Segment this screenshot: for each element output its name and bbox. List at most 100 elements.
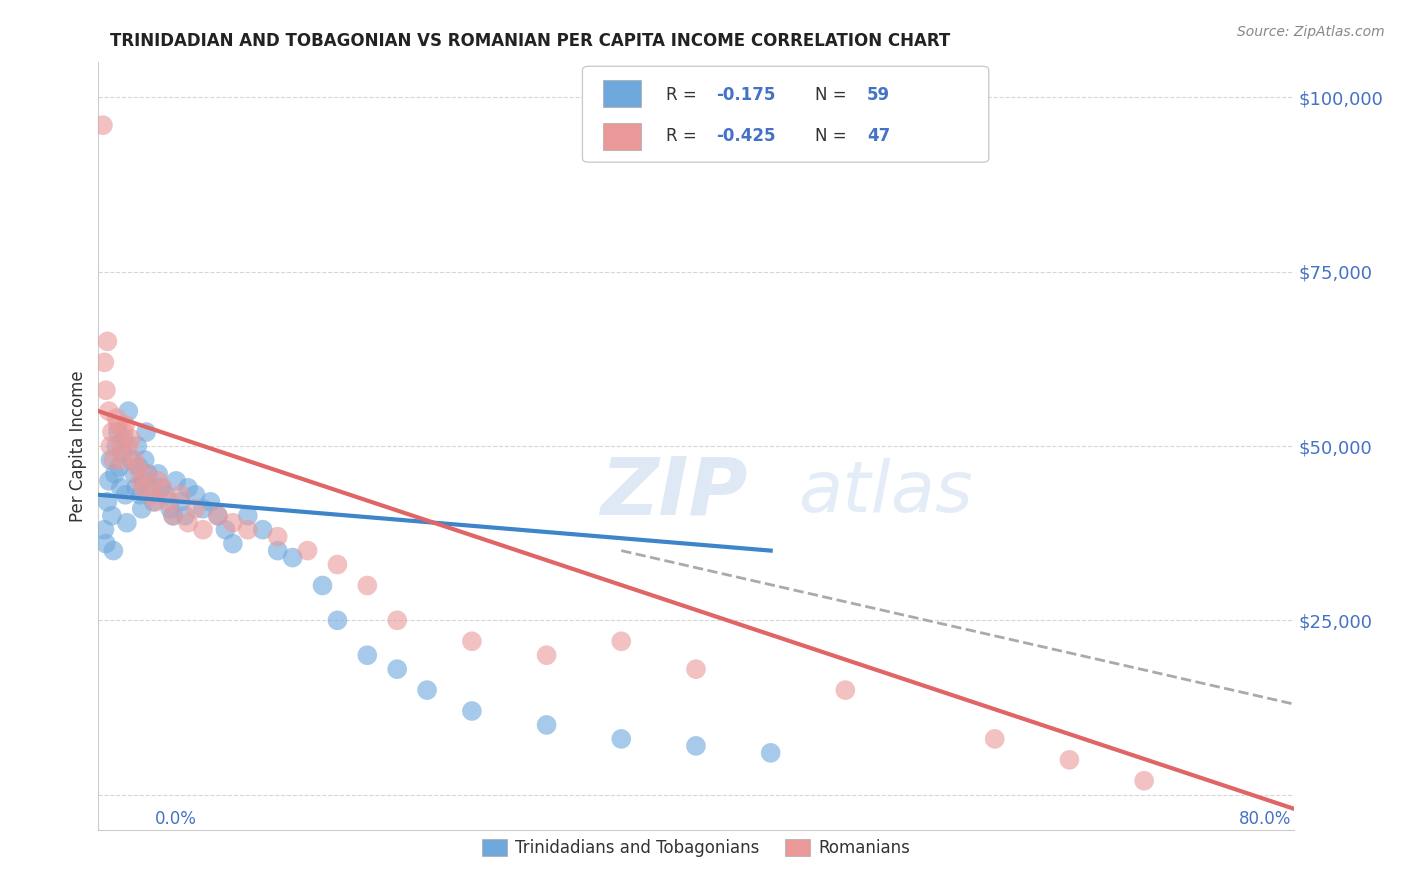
Point (267, 543, 290, 558)
Point (125, 481, 148, 495)
Point (155, 488, 177, 502)
Point (134, 453, 156, 467)
Point (685, 739, 707, 753)
Point (115, 516, 138, 530)
Point (124, 453, 146, 467)
Point (94, 536, 117, 550)
Point (114, 418, 136, 433)
FancyBboxPatch shape (603, 122, 641, 150)
Point (207, 508, 229, 523)
Point (110, 481, 132, 495)
Point (96, 495, 118, 509)
Text: N =: N = (815, 86, 852, 103)
Point (685, 662, 707, 676)
Point (148, 474, 170, 488)
Point (536, 718, 558, 732)
Text: -0.425: -0.425 (716, 128, 776, 145)
Point (610, 731, 633, 746)
Text: N =: N = (815, 128, 852, 145)
Point (112, 425, 135, 439)
Point (139, 481, 162, 495)
Point (135, 467, 157, 481)
Point (139, 488, 162, 502)
Point (103, 453, 125, 467)
Text: R =: R = (666, 86, 702, 103)
Text: -0.175: -0.175 (716, 86, 776, 103)
Point (105, 439, 128, 453)
Point (207, 508, 229, 523)
Point (174, 508, 197, 523)
Point (97, 404, 120, 418)
Point (143, 495, 166, 509)
Point (142, 495, 165, 509)
Point (117, 404, 139, 418)
Point (222, 536, 245, 550)
Point (150, 481, 173, 495)
FancyBboxPatch shape (582, 66, 988, 162)
Text: TRINIDADIAN AND TOBAGONIAN VS ROMANIAN PER CAPITA INCOME CORRELATION CHART: TRINIDADIAN AND TOBAGONIAN VS ROMANIAN P… (111, 32, 950, 50)
Point (162, 508, 184, 523)
Point (177, 481, 200, 495)
Point (385, 662, 409, 676)
Point (200, 495, 222, 509)
Point (101, 425, 124, 439)
Point (112, 432, 135, 446)
Text: Source: ZipAtlas.com: Source: ZipAtlas.com (1237, 25, 1385, 39)
Point (461, 704, 484, 718)
Point (129, 488, 152, 502)
Point (114, 488, 136, 502)
Point (222, 516, 245, 530)
Point (1059, 753, 1081, 767)
Point (98, 453, 122, 467)
Point (91, 118, 114, 132)
Point (169, 488, 191, 502)
Point (326, 613, 349, 627)
Point (461, 634, 484, 648)
Point (111, 453, 134, 467)
Text: R =: R = (666, 128, 702, 145)
Point (214, 523, 236, 537)
Point (326, 558, 349, 572)
Point (610, 634, 633, 648)
Point (157, 495, 180, 509)
Point (111, 446, 134, 460)
Legend: Trinidadians and Tobagonians, Romanians: Trinidadians and Tobagonians, Romanians (475, 832, 917, 863)
Point (103, 543, 125, 558)
Point (94, 383, 117, 397)
Text: ZIP: ZIP (600, 453, 748, 531)
Point (97, 474, 120, 488)
Point (120, 432, 142, 446)
Point (834, 683, 856, 698)
Text: 0.0%: 0.0% (155, 810, 197, 828)
Point (132, 481, 155, 495)
Point (128, 459, 150, 474)
Point (356, 648, 378, 663)
Point (107, 425, 129, 439)
Y-axis label: Per Capita Income: Per Capita Income (69, 370, 87, 522)
Point (385, 613, 409, 627)
Point (267, 530, 290, 544)
Point (311, 578, 333, 592)
Point (129, 474, 152, 488)
Point (1133, 773, 1156, 788)
Point (984, 731, 1007, 746)
Point (96, 334, 118, 349)
Point (120, 453, 142, 467)
Point (127, 439, 149, 453)
Point (297, 543, 319, 558)
Point (191, 501, 214, 516)
Point (110, 439, 132, 453)
Text: 59: 59 (868, 86, 890, 103)
Point (191, 523, 214, 537)
Point (252, 523, 274, 537)
Point (132, 474, 155, 488)
Point (162, 508, 184, 523)
Point (117, 439, 139, 453)
Point (136, 467, 159, 481)
Point (759, 746, 782, 760)
Point (184, 501, 207, 516)
Point (152, 481, 174, 495)
Point (281, 550, 304, 565)
Point (93, 523, 115, 537)
Point (148, 467, 170, 481)
